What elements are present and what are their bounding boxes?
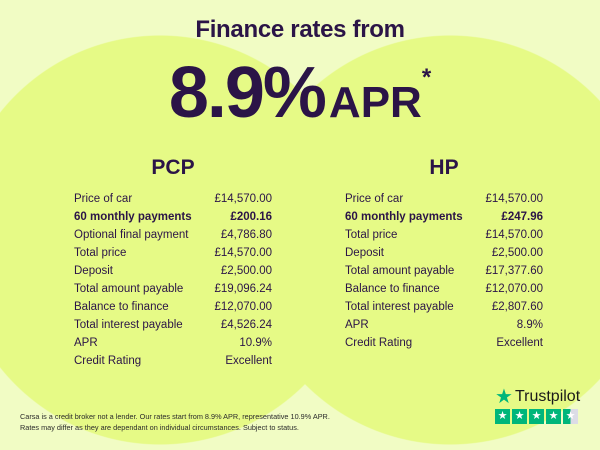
rating-star-icon: ★ [512, 409, 527, 424]
hp-panel: HP Price of car £14,570.00 60 monthly paym… [345, 156, 543, 352]
row-value: £14,570.00 [214, 247, 272, 259]
trustpilot-name: Trustpilot [514, 388, 581, 405]
pcp-row: Total price £14,570.00 [74, 244, 272, 262]
hp-row: Credit Rating Excellent [345, 334, 543, 352]
hp-row: APR 8.9% [345, 316, 543, 334]
pcp-row: APR 10.9% [74, 334, 272, 352]
trustpilot-badge[interactable]: ★ Trustpilot ★ ★ ★ ★ ★ [495, 386, 581, 424]
trustpilot-rating: ★ ★ ★ ★ ★ [495, 409, 580, 424]
rating-star-icon: ★ [546, 409, 561, 424]
row-label: 60 monthly payments [345, 211, 463, 223]
pcp-row: Credit Rating Excellent [74, 352, 272, 370]
pcp-row: Total amount payable £19,096.24 [74, 280, 272, 298]
row-label: Price of car [345, 193, 404, 205]
row-value: £2,500.00 [220, 265, 272, 277]
row-label: APR [74, 337, 98, 349]
row-value: £14,570.00 [485, 229, 543, 241]
disclaimer-line-2: Rates may differ as they are dependant o… [20, 423, 299, 432]
disclaimer: Carsa is a credit broker not a lender. O… [20, 411, 440, 433]
disclaimer-line-1: Carsa is a credit broker not a lender. O… [20, 412, 330, 421]
rate-value: 8.9% [168, 53, 327, 133]
trustpilot-star-icon: ★ [495, 386, 513, 408]
row-value: £2,500.00 [491, 247, 543, 259]
row-value: £2,807.60 [491, 301, 543, 313]
hp-rows: Price of car £14,570.00 60 monthly payment… [345, 190, 543, 352]
row-label: Total price [74, 247, 127, 259]
row-label: Deposit [74, 265, 113, 277]
pcp-row: Price of car £14,570.00 [74, 190, 272, 208]
row-value: £12,070.00 [214, 301, 272, 313]
row-label: Total price [345, 229, 398, 241]
row-label: Price of car [74, 193, 133, 205]
pcp-row: 60 monthly payments £200.16 [74, 208, 272, 226]
row-label: Total interest payable [74, 319, 183, 331]
row-label: Deposit [345, 247, 384, 259]
hp-title: HP [429, 156, 459, 179]
pcp-row: Deposit £2,500.00 [74, 262, 272, 280]
headline: Finance rates from [195, 16, 405, 43]
row-value: £4,786.80 [220, 229, 272, 241]
pcp-title: PCP [151, 156, 195, 179]
rate-headline: 8.9%APR* [0, 52, 600, 134]
row-label: Total amount payable [74, 283, 184, 295]
row-value: £14,570.00 [485, 193, 543, 205]
row-value: £247.96 [501, 211, 543, 223]
pcp-panel: PCP Price of car £14,570.00 60 monthly pay… [74, 156, 272, 370]
row-value: 10.9% [239, 337, 272, 349]
pcp-rows: Price of car £14,570.00 60 monthly payment… [74, 190, 272, 370]
trustpilot-logo: ★ Trustpilot [495, 386, 581, 408]
row-label: Credit Rating [345, 337, 413, 349]
hp-row: Total amount payable £17,377.60 [345, 262, 543, 280]
row-label: Total interest payable [345, 301, 454, 313]
pcp-row: Total interest payable £4,526.24 [74, 316, 272, 334]
row-label: Total amount payable [345, 265, 455, 277]
pcp-row: Optional final payment £4,786.80 [74, 226, 272, 244]
hp-row: Deposit £2,500.00 [345, 244, 543, 262]
rating-star-icon: ★ [529, 409, 544, 424]
hp-row: Balance to finance £12,070.00 [345, 280, 543, 298]
apr-label: APR [328, 78, 422, 127]
row-label: Optional final payment [74, 229, 189, 241]
row-label: APR [345, 319, 369, 331]
row-label: Balance to finance [74, 301, 169, 313]
asterisk: * [421, 64, 432, 91]
hp-row: Total interest payable £2,807.60 [345, 298, 543, 316]
row-value: £200.16 [230, 211, 272, 223]
pcp-row: Balance to finance £12,070.00 [74, 298, 272, 316]
row-value: £17,377.60 [485, 265, 543, 277]
row-value: £12,070.00 [485, 283, 543, 295]
row-value: £19,096.24 [214, 283, 272, 295]
hp-row: 60 monthly payments £247.96 [345, 208, 543, 226]
row-value: £4,526.24 [220, 319, 272, 331]
row-value: £14,570.00 [214, 193, 272, 205]
rating-star-icon: ★ [495, 409, 510, 424]
row-label: Balance to finance [345, 283, 440, 295]
row-label: Credit Rating [74, 355, 142, 367]
row-value: Excellent [225, 355, 272, 367]
row-value: 8.9% [516, 319, 543, 331]
hp-row: Price of car £14,570.00 [345, 190, 543, 208]
row-value: Excellent [496, 337, 543, 349]
row-label: 60 monthly payments [74, 211, 192, 223]
hp-row: Total price £14,570.00 [345, 226, 543, 244]
rating-star-icon: ★ [563, 409, 578, 424]
